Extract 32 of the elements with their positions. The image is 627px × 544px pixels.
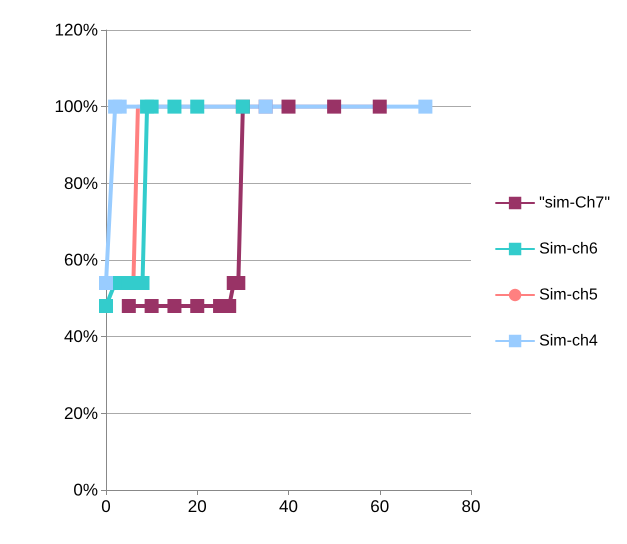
point bbox=[99, 276, 113, 290]
x-tick-label: 20 bbox=[188, 497, 207, 516]
point bbox=[136, 276, 150, 290]
point bbox=[190, 100, 204, 114]
x-tick-label: 80 bbox=[462, 497, 480, 516]
y-tick-label: 100% bbox=[54, 97, 98, 116]
point bbox=[112, 100, 127, 114]
y-tick-label: 80% bbox=[64, 174, 98, 193]
x-tick-label: 60 bbox=[370, 497, 390, 516]
point bbox=[327, 100, 342, 114]
y-tick-label: 20% bbox=[64, 404, 98, 423]
legend-label: "sim-Ch7" bbox=[539, 194, 610, 212]
point bbox=[99, 299, 113, 313]
y-tick-label: 40% bbox=[64, 327, 98, 346]
x-tick-label: 40 bbox=[279, 497, 298, 516]
y-tick-label: 0% bbox=[73, 480, 98, 500]
point bbox=[122, 276, 136, 290]
point bbox=[144, 299, 159, 313]
point bbox=[372, 100, 387, 114]
point bbox=[190, 299, 204, 313]
y-tick-label: 60% bbox=[64, 250, 98, 270]
legend-label: Sim-ch6 bbox=[539, 240, 598, 258]
point bbox=[122, 299, 136, 313]
point bbox=[167, 100, 182, 114]
y-tick-label: 120% bbox=[54, 20, 98, 40]
point bbox=[144, 100, 159, 114]
x-tick-label: 0 bbox=[101, 497, 111, 516]
point bbox=[167, 299, 182, 313]
legend-label: Sim-ch5 bbox=[539, 286, 598, 304]
point bbox=[418, 100, 432, 114]
legend-label: Sim-ch4 bbox=[539, 332, 598, 350]
point bbox=[282, 100, 296, 114]
